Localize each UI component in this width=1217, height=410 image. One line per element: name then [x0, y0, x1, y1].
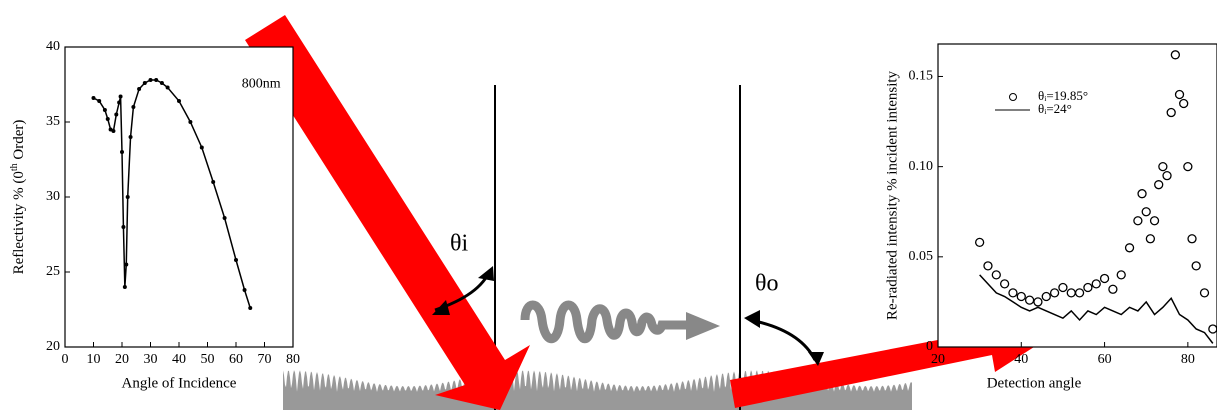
data-point [123, 285, 127, 289]
data-point [97, 99, 101, 103]
data-point [103, 108, 107, 112]
data-point [243, 288, 247, 292]
x-tick-label: 60 [1098, 352, 1112, 367]
y-tick-label: 40 [46, 39, 60, 54]
y-tick-label: 0.15 [909, 69, 934, 84]
data-point [121, 225, 125, 229]
data-point [114, 113, 118, 117]
y-tick-label: 20 [46, 339, 60, 354]
angle-label: θo [755, 271, 779, 297]
data-point [106, 117, 110, 121]
data-point [119, 95, 123, 99]
y-axis-label: Re-radiated intensity % incident intensi… [884, 70, 900, 320]
data-point [223, 216, 227, 220]
arc-head [744, 310, 760, 328]
data-point [137, 87, 141, 91]
angle-label: θi [450, 231, 468, 257]
x-tick-label: 0 [62, 352, 69, 367]
surface-wave [525, 305, 690, 339]
data-point [248, 306, 252, 310]
data-point [154, 78, 158, 82]
data-point [120, 150, 124, 154]
y-axis-label-part: th [9, 163, 20, 171]
data-point [149, 78, 153, 82]
y-tick-label: 0.10 [909, 159, 934, 174]
data-point [111, 129, 115, 133]
y-tick-label: 0 [926, 339, 933, 354]
data-point [143, 81, 147, 85]
x-tick-label: 10 [87, 352, 101, 367]
data-point [131, 105, 135, 109]
x-tick-label: 30 [144, 352, 158, 367]
y-axis-label: Reflectivity % (0th Order) [9, 120, 28, 275]
data-point [188, 120, 192, 124]
data-point [177, 99, 181, 103]
data-point [92, 96, 96, 100]
data-point [117, 101, 121, 105]
figure: θi θo 0 10 20 30 40 50 60 70 80 20 25 30 35 40 Angle o… [0, 0, 1217, 410]
x-tick-label: 60 [229, 352, 243, 367]
data-point [124, 263, 128, 267]
y-tick-label: 0.05 [909, 249, 934, 264]
data-point [129, 135, 133, 139]
data-point [166, 86, 170, 90]
y-tick-label: 35 [46, 114, 60, 129]
x-tick-label: 80 [1181, 352, 1195, 367]
wave-arrowhead [686, 312, 720, 340]
annotation: 800nm [242, 77, 281, 92]
plot-frame [65, 47, 293, 347]
x-tick-label: 80 [286, 352, 300, 367]
x-tick-label: 20 [931, 352, 945, 367]
y-tick-label: 30 [46, 189, 60, 204]
x-tick-label: 70 [258, 352, 272, 367]
data-point [211, 180, 215, 184]
x-tick-label: 40 [1014, 352, 1028, 367]
data-point [160, 81, 164, 85]
y-tick-label: 25 [46, 264, 60, 279]
y-axis-label-part: Reflectivity % (0 [11, 171, 27, 274]
x-tick-label: 50 [201, 352, 215, 367]
arc-head [478, 266, 494, 281]
x-axis-label: Detection angle [987, 375, 1082, 391]
legend-label: θᵢ=24° [1038, 101, 1072, 116]
x-axis-label: Angle of Incidence [122, 375, 237, 391]
x-tick-label: 40 [172, 352, 186, 367]
y-axis-label-part: Order) [11, 120, 27, 164]
x-tick-label: 20 [115, 352, 129, 367]
data-point [234, 258, 238, 262]
data-point [126, 195, 130, 199]
data-point [200, 146, 204, 150]
